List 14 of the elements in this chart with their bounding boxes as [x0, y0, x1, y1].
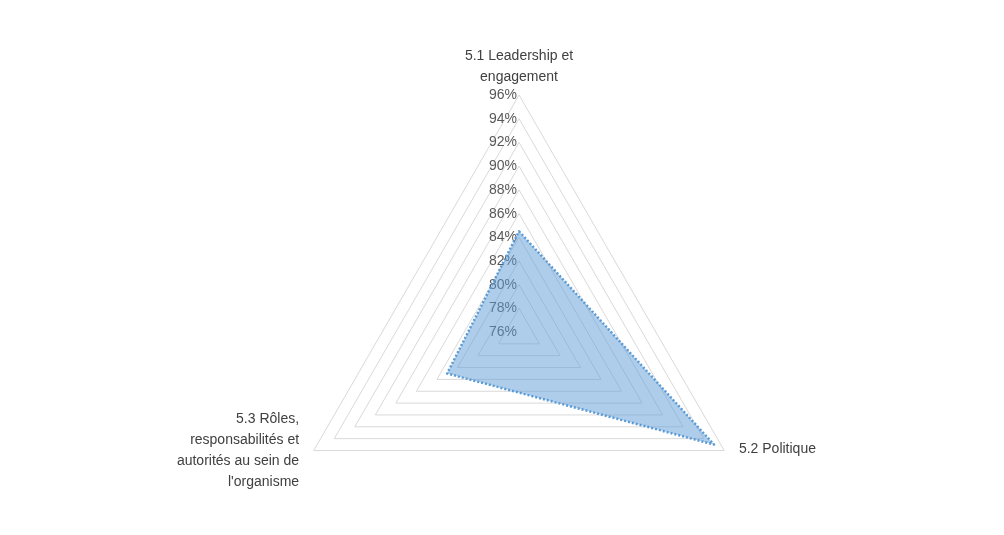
spoke-label: 5.1 Leadership et engagement — [464, 47, 574, 84]
y-tick-label: 86% — [488, 204, 517, 221]
y-tick-label: 82% — [488, 251, 517, 268]
y-tick-label: 92% — [488, 133, 517, 150]
y-tick-label: 94% — [488, 109, 517, 126]
y-tick-label: 78% — [488, 299, 517, 316]
y-tick-label: 88% — [488, 180, 517, 197]
y-tick-label: 80% — [488, 275, 517, 292]
spoke-label: 5.2 Politique — [738, 439, 817, 456]
y-tick-label: 90% — [488, 157, 517, 174]
y-tick-label: 84% — [488, 228, 517, 245]
spoke-label: 5.3 Rôles, responsabilités et autorités au sein de l'organisme — [176, 409, 300, 489]
y-tick-label: 76% — [488, 323, 517, 339]
y-tick-label: 96% — [488, 86, 517, 102]
